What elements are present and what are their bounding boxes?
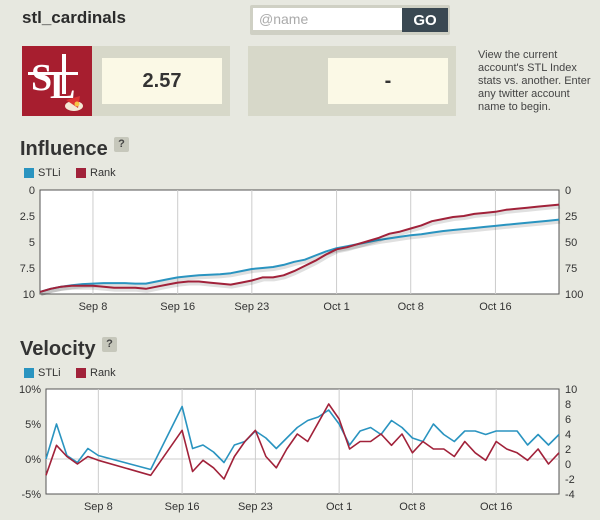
x-tick-label: Sep 8 [79,301,108,313]
series-line-rank [45,403,560,480]
y-right-tick-label: -4 [565,489,575,501]
y-right-tick-label: 8 [565,399,571,411]
series-line-rank [39,203,560,293]
influence-title: Influence [20,138,108,160]
y-right-tick-label: 6 [565,414,571,426]
x-tick-label: Oct 1 [323,301,349,313]
x-tick-label: Oct 1 [326,501,352,513]
x-tick-label: Sep 23 [234,301,269,313]
velocity-chart: Sep 8 Sep 16 Sep 23 Oct 1 Oct 8 Oct 16 10% 5% 0%… [19,384,577,513]
rank-swatch [76,168,86,178]
y-right-tick-label: 10 [565,384,577,396]
y-left-tick-label: 10 [23,289,35,301]
x-tick-label: Sep 8 [84,501,113,513]
stli-swatch [24,368,34,378]
y-left-tick-label: 0% [25,454,41,466]
x-tick-label: Oct 16 [480,501,512,513]
x-tick-label: Sep 23 [238,501,273,513]
primary-account-panel: S L 2.57 [22,46,230,116]
team-logo: S L [22,46,92,116]
x-tick-label: Oct 8 [399,501,425,513]
legend-label: STLi [38,367,61,379]
legend-label: Rank [90,167,116,179]
search-bar: GO [250,5,450,35]
compare-account-panel: - [248,46,456,116]
velocity-legend-stli: STLi [24,367,61,379]
series-shadow [40,219,561,296]
legend-label: STLi [38,167,61,179]
x-tick-label: Oct 8 [398,301,424,313]
svg-text:S: S [31,57,52,99]
y-right-tick-label: 25 [565,211,577,223]
y-left-tick-label: 5% [25,419,41,431]
series-line-stli [45,405,560,471]
help-text: View the current account's STL Index sta… [478,49,591,113]
y-left-tick-label: 10% [19,384,41,396]
compare-score: - [328,58,448,104]
velocity-help-icon[interactable]: ? [102,337,117,352]
y-right-tick-label: 2 [565,444,571,456]
legend-label: Rank [90,367,116,379]
influence-help-icon[interactable]: ? [114,137,129,152]
account-name: stl_cardinals [22,8,126,27]
y-right-tick-label: 100 [565,289,583,301]
rank-swatch [76,368,86,378]
y-right-tick-label: 0 [565,185,571,197]
series-line-stli [39,218,560,293]
influence-chart: Sep 8 Sep 16 Sep 23 Oct 1 Oct 8 Oct 16 0 2.5 5 7.… [20,185,584,313]
influence-legend-stli: STLi [24,167,61,179]
velocity-title: Velocity [20,338,96,360]
x-tick-label: Sep 16 [160,301,195,313]
stli-swatch [24,168,34,178]
y-right-tick-label: 0 [565,459,571,471]
y-right-tick-label: -2 [565,474,575,486]
plot-area [39,189,560,295]
influence-legend-rank: Rank [76,167,116,179]
y-right-tick-label: 75 [565,263,577,275]
go-button[interactable]: GO [402,8,448,32]
plot-area [45,388,560,495]
y-left-tick-label: -5% [21,489,41,501]
search-input[interactable] [253,8,410,30]
y-left-tick-label: 7.5 [20,263,35,275]
x-tick-label: Oct 16 [479,301,511,313]
series-shadow [40,204,561,296]
y-left-tick-label: 2.5 [20,211,35,223]
y-left-tick-label: 0 [29,185,35,197]
y-left-tick-label: 5 [29,237,35,249]
x-tick-label: Sep 16 [165,501,200,513]
velocity-legend-rank: Rank [76,367,116,379]
y-right-tick-label: 4 [565,429,571,441]
primary-score: 2.57 [102,58,222,104]
y-right-tick-label: 50 [565,237,577,249]
